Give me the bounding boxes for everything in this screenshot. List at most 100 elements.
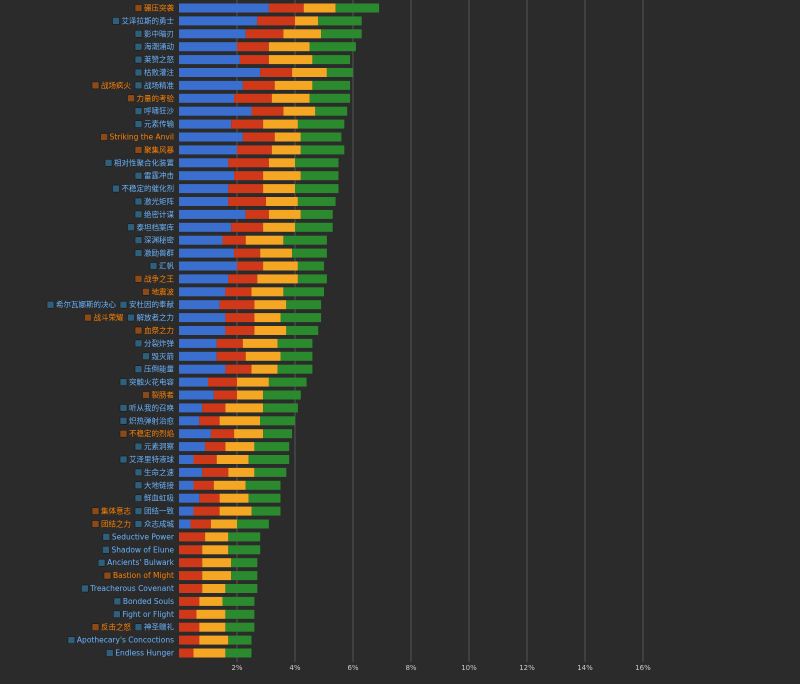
row-label: 希尔瓦娜斯的决心 [56,299,116,309]
bar-segment [228,635,252,645]
bar-segment [202,403,226,413]
bar-segment [318,16,362,26]
row-label: Striking the Anvil [110,133,174,142]
row-label-group: Ancients' Bulwark [97,558,175,567]
bar-segment [292,68,327,77]
bar-segment [268,55,313,65]
row-label: Endless Hunger [115,649,175,658]
row-label: 聚集风暴 [144,144,174,154]
bar-segment [213,390,237,400]
bar-segment [225,609,255,619]
row-label: 元素洞察 [144,441,174,451]
bar-segment [190,519,211,529]
row-label: 艾泽拉斯的勇士 [122,15,175,25]
row-label-group: 相对性聚合化装置 [104,157,174,167]
bar-segment [251,364,278,374]
bar-segment [300,145,345,155]
bar-segment [179,467,203,477]
azerite-trait-icon [119,417,128,425]
bar-segment [225,313,255,323]
bar-segment [283,287,324,297]
bar-segment [216,455,249,464]
row-label: 相对性聚合化装置 [114,157,174,167]
bar-segment [257,274,298,284]
row-label: 影中暗刃 [144,28,174,38]
azerite-trait-icon [134,236,143,244]
bar-segment [245,351,281,361]
row-label-group: 汇帆 [149,261,174,271]
bar-segment [179,493,200,503]
azerite-trait-icon [134,623,143,631]
row-label: 战场疯火 [101,80,131,90]
azerite-trait-icon [113,610,121,619]
bar-segment [193,506,220,516]
bar-segment [260,248,293,258]
bar-segment [219,493,249,503]
bar-segment [271,145,301,155]
azerite-trait-icon [127,94,135,103]
bar-segment [225,648,252,658]
azerite-trait-icon [134,468,143,477]
bar-segment [179,532,206,542]
bar-segment [225,287,252,297]
azerite-trait-icon [105,649,114,657]
azerite-trait-icon [102,546,110,554]
bar-segment [280,351,313,361]
row-label-group: 艾泽里特液球 [119,454,174,464]
row-label-group: 海潮涌动 [134,41,174,51]
row-label-group: Apothecary's Concoctions [67,636,174,645]
row-label: 战争之王 [144,273,174,283]
bar-segment [179,519,191,529]
bar-segment [179,132,243,142]
azerite-trait-icon [134,146,143,154]
azerite-trait-icon [142,352,150,361]
row-label: 反击之怒 [101,622,131,632]
bar-segment [205,442,226,452]
azerite-trait-icon [134,339,143,348]
azerite-trait-icon [46,300,55,309]
row-label: 裂肠者 [152,390,175,400]
bar-segment [292,248,327,258]
azerite-trait-icon [134,171,143,180]
bar-segment [179,274,229,284]
azerite-trait-icon [91,507,100,515]
x-tick-label: 6% [347,664,358,672]
azerite-trait-icon [134,365,143,373]
row-label: 众志成城 [144,519,174,529]
azerite-trait-icon [112,17,120,25]
bar-segment [179,42,237,52]
row-label: 听从我的召唤 [129,402,174,412]
row-label: 压倒能量 [144,364,174,374]
row-label: 不稳定的烈焰 [129,428,174,438]
azerite-trait-icon [134,275,143,283]
row-label: 血祭之力 [144,325,174,335]
azerite-trait-icon [134,81,143,90]
bar-segment [193,480,214,490]
row-label: 呼啸狂沙 [144,106,174,116]
azerite-trait-icon [134,442,143,451]
bar-segment [179,338,217,348]
bar-segment [179,80,243,90]
row-label-group: 艾泽拉斯的勇士 [112,15,175,25]
row-label-group: 力量的考验 [127,93,174,103]
bar-segment [283,29,322,39]
row-label-group: 战争之王 [134,273,174,283]
row-label-group: 影中暗刃 [134,28,174,38]
bar-segment [179,55,240,65]
row-label-group: Shadow of Elune [102,545,174,554]
bar-segment [179,158,229,168]
bar-segment [228,197,266,206]
row-label-group: 不稳定的催化剂 [112,183,174,193]
bar-segment [295,184,339,194]
bar-segment [225,622,255,632]
row-label-group: Treacherous Covenant [81,584,174,593]
x-tick-label: 14% [577,664,593,672]
azerite-trait-icon [104,159,113,167]
row-label: Fight or Flight [122,610,174,619]
bar-segment [202,558,232,568]
row-label: 莱赞之怒 [144,54,174,64]
bar-segment [309,93,351,103]
azerite-trait-icon [112,184,120,193]
